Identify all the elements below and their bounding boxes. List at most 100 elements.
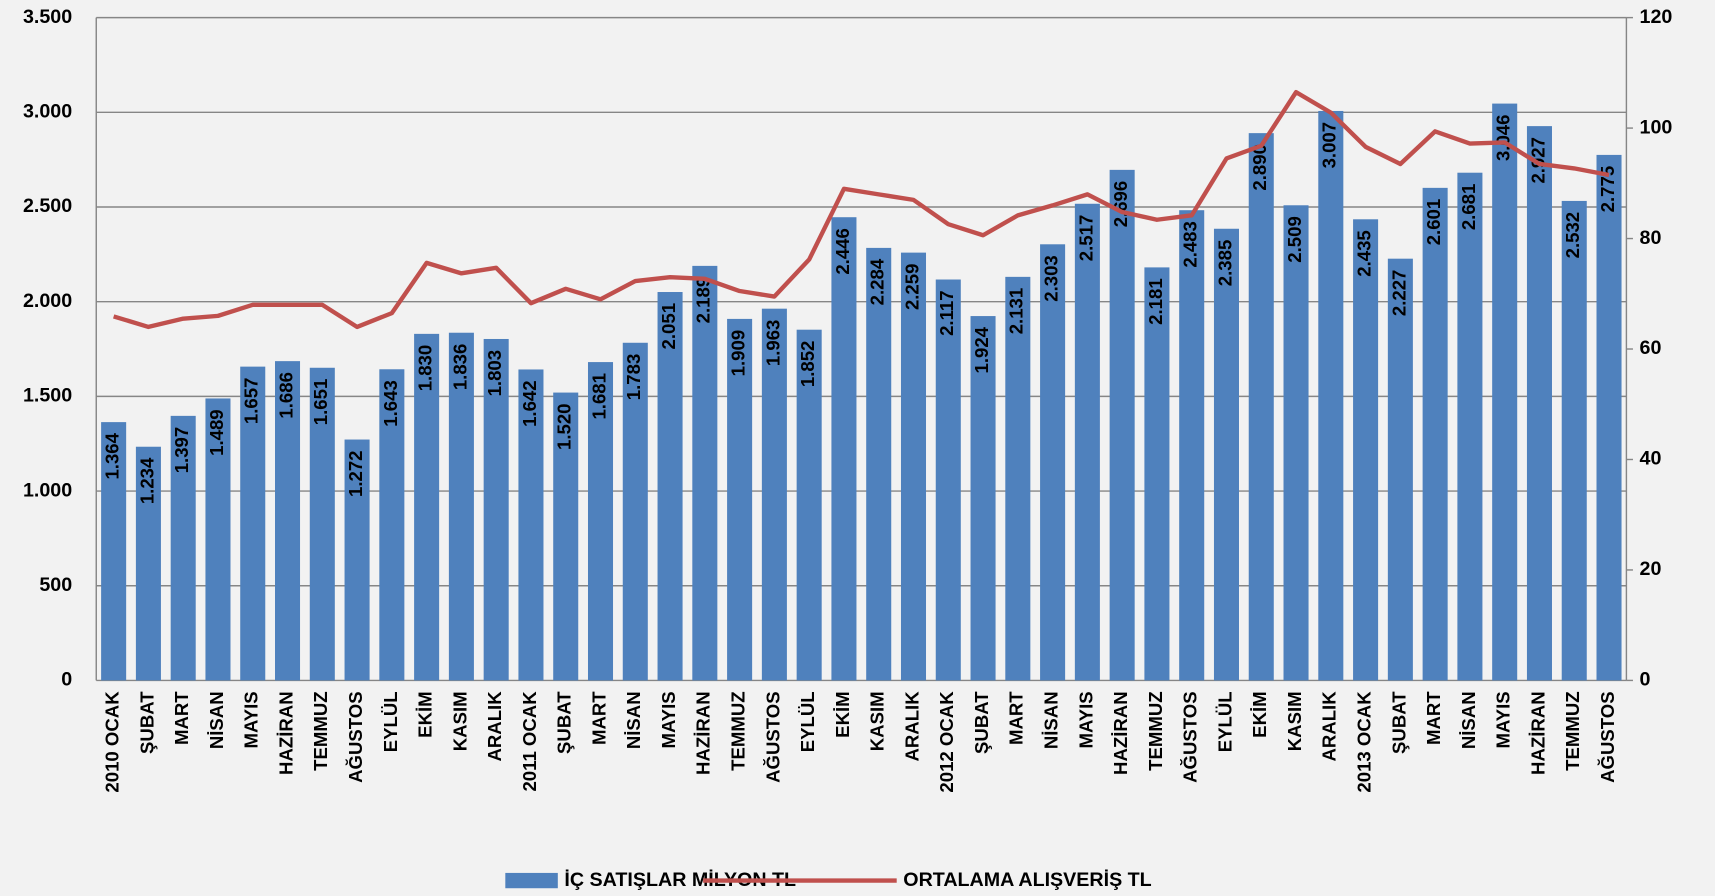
- bar: [135, 446, 161, 681]
- data-label: 1.520: [554, 404, 575, 451]
- data-label: 2.483: [1180, 221, 1201, 267]
- bar: [1074, 203, 1100, 681]
- data-label: 2.051: [658, 303, 679, 350]
- data-label: 1.830: [415, 345, 436, 392]
- x-tick-label: AĞUSTOS: [345, 691, 366, 783]
- data-label: 2.509: [1284, 216, 1305, 263]
- data-label: 2.517: [1075, 215, 1096, 262]
- data-label: 1.909: [728, 330, 749, 377]
- bar: [622, 342, 648, 681]
- bar: [1561, 200, 1587, 681]
- x-tick-label: ŞUBAT: [554, 691, 575, 754]
- x-tick-label: MAYIS: [1493, 691, 1514, 748]
- x-tick-label: HAZİRAN: [693, 691, 714, 775]
- data-label: 2.385: [1214, 240, 1235, 287]
- x-tick-label: EKİM: [1249, 691, 1270, 737]
- bar: [692, 265, 718, 681]
- x-tick-label: MART: [1423, 691, 1444, 745]
- x-tick-label: MAYIS: [241, 691, 262, 748]
- x-tick-label: NİSAN: [206, 691, 227, 749]
- x-tick-label: EYLÜL: [797, 691, 818, 752]
- data-label: 1.651: [310, 379, 331, 425]
- x-tick-label: 2012 OCAK: [936, 691, 957, 793]
- bar: [1109, 169, 1135, 681]
- data-label: 2.696: [1110, 181, 1131, 228]
- bar: [1040, 244, 1066, 681]
- data-label: 1.803: [484, 350, 505, 396]
- bar: [657, 292, 683, 681]
- bar: [1248, 133, 1274, 681]
- y2-tick-label: 80: [1640, 227, 1662, 249]
- bar: [553, 392, 579, 681]
- data-label: 2.927: [1527, 137, 1548, 184]
- data-label: 1.397: [171, 427, 192, 474]
- data-label: 1.963: [762, 320, 783, 367]
- x-tick-label: AĞUSTOS: [1180, 691, 1201, 783]
- bar: [1283, 205, 1309, 681]
- bar: [831, 217, 857, 681]
- data-label: 1.686: [275, 372, 296, 419]
- bar: [935, 279, 961, 681]
- x-tick-label: AĞUSTOS: [762, 691, 783, 783]
- x-tick-label: NİSAN: [1458, 691, 1479, 749]
- data-label: 2.681: [1458, 184, 1479, 231]
- data-label: 1.681: [588, 373, 609, 420]
- x-tick-label: NİSAN: [1041, 691, 1062, 749]
- data-label: 1.364: [102, 432, 123, 479]
- x-tick-label: KASIM: [867, 691, 888, 751]
- bar: [1353, 219, 1379, 681]
- legend-swatch: [505, 872, 558, 889]
- x-tick-label: ARALIK: [484, 691, 505, 762]
- x-tick-label: HAZİRAN: [275, 691, 296, 775]
- bar: [379, 369, 405, 681]
- bar: [1422, 187, 1448, 681]
- x-tick-label: NİSAN: [623, 691, 644, 749]
- data-label: 1.852: [797, 341, 818, 388]
- x-tick-label: EYLÜL: [1214, 691, 1235, 752]
- x-tick-label: HAZİRAN: [1527, 691, 1548, 775]
- data-label: 1.836: [449, 344, 470, 391]
- x-tick-label: MAYIS: [658, 691, 679, 748]
- bar: [866, 247, 892, 681]
- data-label: 2.890: [1249, 144, 1270, 190]
- x-tick-label: MART: [588, 691, 609, 745]
- data-label: 2.435: [1353, 230, 1374, 276]
- bar: [1596, 154, 1622, 681]
- y-tick-label: 1.500: [23, 385, 72, 407]
- x-tick-label: TEMMUZ: [1145, 691, 1166, 770]
- data-label: 1.489: [206, 409, 227, 455]
- bar: [796, 329, 822, 681]
- bar: [1526, 126, 1552, 681]
- data-label: 2.532: [1562, 212, 1583, 259]
- data-label: 2.303: [1041, 255, 1062, 302]
- bar: [970, 316, 996, 681]
- bar: [1387, 258, 1413, 681]
- x-tick-label: KASIM: [1284, 691, 1305, 751]
- y-tick-label: 500: [39, 574, 72, 596]
- data-label: 1.642: [519, 380, 540, 427]
- y2-tick-label: 120: [1640, 6, 1673, 28]
- x-tick-label: TEMMUZ: [1562, 691, 1583, 770]
- x-tick-label: 2010 OCAK: [102, 691, 123, 793]
- x-tick-label: ARALIK: [901, 691, 922, 762]
- bar: [1457, 172, 1483, 681]
- y2-tick-label: 60: [1640, 337, 1662, 359]
- bar: [170, 415, 196, 681]
- bar: [414, 333, 440, 681]
- bar: [587, 362, 614, 681]
- line: [113, 89, 1610, 330]
- x-tick-label: ŞUBAT: [971, 691, 992, 754]
- data-label: 3.007: [1319, 122, 1340, 169]
- x-tick-label: MART: [171, 691, 192, 745]
- data-label: 1.924: [971, 326, 992, 373]
- bar: [101, 422, 127, 681]
- legend-label: İÇ SATIŞLAR MİLYON TL: [564, 868, 796, 891]
- bar: [1213, 228, 1239, 681]
- y-tick-label: 0: [61, 669, 72, 691]
- x-tick-label: MAYIS: [1075, 691, 1096, 748]
- x-tick-label: EKİM: [415, 691, 436, 737]
- data-label: 3.046: [1493, 115, 1514, 161]
- x-tick-label: ARALIK: [1319, 691, 1340, 762]
- data-label: 2.227: [1388, 270, 1409, 317]
- bar: [1179, 210, 1205, 681]
